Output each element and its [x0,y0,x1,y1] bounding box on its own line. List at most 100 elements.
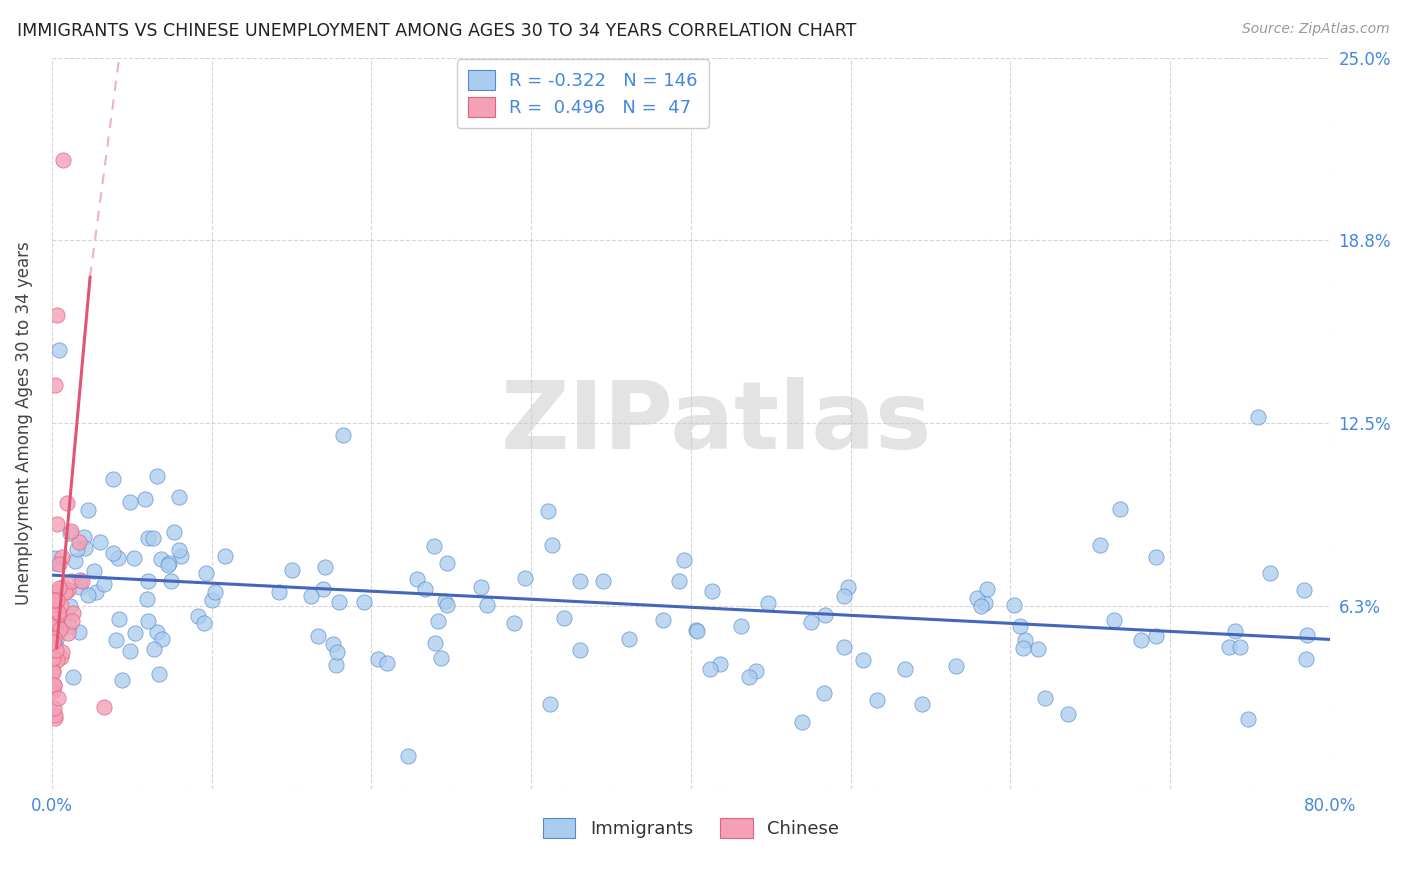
Point [367,652,389,666]
Point [42,650,65,665]
Point [1144,550,1167,565]
Point [436,598,458,612]
Point [59,599,82,614]
Point [502,615,524,630]
Point [138,574,160,588]
Y-axis label: Unemployment Among Ages 30 to 34 years: Unemployment Among Ages 30 to 34 years [15,241,32,605]
Point [124,626,146,640]
Point [537,503,560,517]
Point [1108,502,1130,516]
Text: ZIPatlas: ZIPatlas [501,377,932,469]
Point [163,524,186,539]
Point [58,618,80,632]
Point [1292,582,1315,597]
Point [108,612,131,626]
Point [167,490,190,504]
Point [204,585,226,599]
Point [45,615,67,629]
Point [1002,598,1025,612]
Text: Source: ZipAtlas.com: Source: ZipAtlas.com [1241,22,1389,37]
Point [42,665,65,679]
Point [513,571,536,585]
Point [328,595,350,609]
Point [1237,712,1260,726]
Point [69,581,91,595]
Point [48,607,70,622]
Point [792,714,814,729]
Point [194,566,217,580]
Point [52,580,75,594]
Point [58,626,80,640]
Point [42,601,65,615]
Point [617,632,640,647]
Point [60,615,83,629]
Point [46,517,69,532]
Point [42,597,65,611]
Point [1258,566,1281,581]
Point [160,574,183,588]
Point [541,538,564,552]
Point [966,591,988,606]
Point [83,564,105,578]
Point [62,606,84,620]
Point [326,645,349,659]
Point [46,605,69,619]
Point [1218,640,1240,654]
Point [84,585,107,599]
Point [1130,633,1153,648]
Point [111,673,134,688]
Point [142,531,165,545]
Point [1026,641,1049,656]
Point [120,494,142,508]
Point [44,557,66,571]
Point [42,631,65,645]
Point [136,591,159,606]
Point [53,584,76,599]
Point [322,637,344,651]
Point [44,707,66,722]
Point [214,549,236,564]
Point [832,589,855,603]
Point [269,585,291,599]
Point [1295,652,1317,666]
Point [332,428,354,442]
Point [434,594,457,608]
Point [377,656,399,670]
Point [353,595,375,609]
Point [58,525,80,540]
Point [422,539,444,553]
Point [974,595,997,609]
Point [745,664,768,678]
Point [1223,624,1246,638]
Point [45,630,67,644]
Point [470,580,492,594]
Point [167,542,190,557]
Point [799,615,821,629]
Point [52,153,75,167]
Point [426,615,449,629]
Point [51,550,73,565]
Point [42,593,65,607]
Point [945,658,967,673]
Point [152,632,174,646]
Point [1102,613,1125,627]
Point [423,636,446,650]
Point [44,636,66,650]
Point [93,577,115,591]
Point [1088,538,1111,552]
Point [730,618,752,632]
Point [56,582,79,597]
Point [148,667,170,681]
Point [1010,619,1032,633]
Point [42,684,65,698]
Point [756,595,779,609]
Point [709,657,731,671]
Point [107,551,129,566]
Point [76,588,98,602]
Point [430,651,453,665]
Legend: Immigrants, Chinese: Immigrants, Chinese [536,811,846,846]
Point [312,582,335,597]
Point [76,503,98,517]
Point [970,599,993,614]
Point [832,640,855,654]
